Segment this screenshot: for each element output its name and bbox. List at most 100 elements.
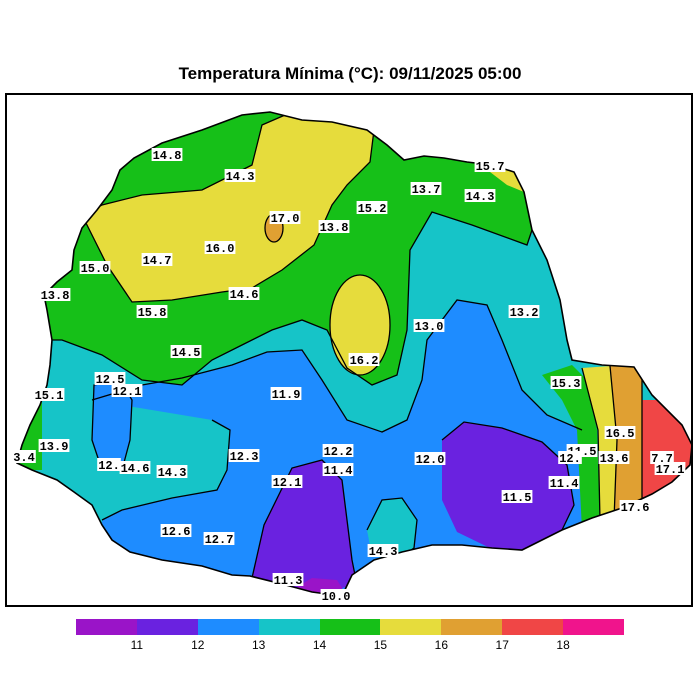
station-value: 13.6 xyxy=(600,452,629,466)
station-label-bg xyxy=(136,305,168,318)
station-value: 11.3 xyxy=(274,574,303,588)
zone-15-16-east xyxy=(582,366,617,520)
station-label-bg xyxy=(228,449,260,462)
legend-ticks: 11 12 13 14 15 16 17 18 xyxy=(76,638,624,654)
legend-swatch xyxy=(76,619,137,635)
station-value: 14.3 xyxy=(158,466,187,480)
station-value: 17.0 xyxy=(271,212,300,226)
station-value: 17.6 xyxy=(621,501,650,515)
zone-14-15-east xyxy=(542,365,600,530)
station-label-bg xyxy=(598,451,630,464)
station-value: 16.5 xyxy=(606,427,635,441)
station-value: 15.3 xyxy=(552,377,581,391)
station-value: 13.0 xyxy=(415,320,444,334)
station-label-bg xyxy=(650,451,674,464)
legend-swatch xyxy=(258,619,320,635)
station-label-bg xyxy=(170,345,202,358)
station-label-bg xyxy=(33,388,65,401)
station-value: 12.6 xyxy=(162,525,191,539)
station-value: 14.6 xyxy=(230,288,259,302)
station-value: 12.7 xyxy=(205,533,234,547)
station-value: 13.2 xyxy=(510,306,539,320)
station-label-bg xyxy=(119,461,151,474)
legend-swatch xyxy=(563,619,625,635)
station-value: 15.2 xyxy=(358,202,387,216)
station-value: 12.2 xyxy=(324,445,353,459)
station-value: 11.5 xyxy=(503,491,532,505)
station-value: 15.0 xyxy=(81,262,110,276)
station-label-bg xyxy=(204,241,236,254)
station-label-bg xyxy=(38,439,70,452)
station-value: 12.1 xyxy=(273,476,302,490)
station-label-bg xyxy=(141,253,173,266)
zone-purple-south xyxy=(252,460,357,592)
legend-swatch xyxy=(197,619,259,635)
station-label-bg xyxy=(79,261,111,274)
station-label-bg xyxy=(320,589,352,602)
station-value: 12. xyxy=(98,459,120,473)
station-value: 12.5 xyxy=(96,373,125,387)
station-value: 14.3 xyxy=(369,545,398,559)
station-value: 13.8 xyxy=(320,221,349,235)
station-label-bg xyxy=(318,220,350,233)
station-label-bg xyxy=(356,201,388,214)
station-label-bg xyxy=(272,573,304,586)
station-value: 12.3 xyxy=(230,450,259,464)
legend-tick-label: 11 xyxy=(130,638,144,652)
station-value: 14.8 xyxy=(153,149,182,163)
zone-15-16-center xyxy=(330,275,390,375)
station-label-bg xyxy=(269,211,301,224)
station-label-bg xyxy=(160,524,192,537)
station-label-bg xyxy=(348,353,380,366)
station-value: 3.4 xyxy=(13,451,35,465)
station-label-bg xyxy=(474,159,506,172)
station-label-bg xyxy=(39,288,71,301)
station-value: 13.9 xyxy=(40,440,69,454)
station-value: 16.2 xyxy=(350,354,379,368)
station-value: 12. xyxy=(559,452,581,466)
legend-tick-label: 17 xyxy=(495,638,509,652)
station-label-bg xyxy=(151,148,183,161)
station-label-bg xyxy=(410,182,442,195)
zone-16-17-east xyxy=(610,366,642,520)
station-label-bg xyxy=(619,500,651,513)
station-label-bg xyxy=(224,169,256,182)
station-label-bg xyxy=(558,451,582,464)
station-value: 11.9 xyxy=(272,388,301,402)
station-value: 16.0 xyxy=(206,242,235,256)
station-value: 14.3 xyxy=(226,170,255,184)
station-labels: 14.8 14.3 15.7 13.7 14.3 17.0 15.2 13.8 16.0 14.7… xyxy=(12,148,686,604)
legend-swatch xyxy=(319,619,381,635)
legend-swatch xyxy=(380,619,442,635)
map-title: Temperatura Mínima (°C): 09/11/2025 05:0… xyxy=(178,64,522,83)
station-value: 17.1 xyxy=(656,463,685,477)
station-value: 15.1 xyxy=(35,389,64,403)
station-label-bg xyxy=(654,462,686,475)
station-value: 14.5 xyxy=(172,346,201,360)
station-label-bg xyxy=(97,458,121,471)
station-value: 13.8 xyxy=(41,289,70,303)
legend-tick-label: 14 xyxy=(312,638,327,652)
station-label-bg xyxy=(94,372,126,385)
station-label-bg xyxy=(12,450,36,463)
legend-swatch xyxy=(441,619,503,635)
station-value: 13.7 xyxy=(412,183,441,197)
legend-tick-label: 12 xyxy=(191,638,205,652)
station-label-bg xyxy=(508,305,540,318)
station-value: 12.1 xyxy=(113,385,142,399)
station-value: 14.7 xyxy=(143,254,172,268)
station-value: 14.6 xyxy=(121,462,150,476)
legend-tick-label: 13 xyxy=(251,638,266,652)
legend-tick-label: 16 xyxy=(434,638,449,652)
legend-swatch xyxy=(502,619,564,635)
station-label-bg xyxy=(367,544,399,557)
station-value: 10.0 xyxy=(322,590,351,604)
zone-purple-east xyxy=(442,422,574,550)
station-value: 11.4 xyxy=(550,477,579,491)
legend-swatch xyxy=(136,619,198,635)
legend-tick-label: 18 xyxy=(556,638,570,652)
station-value: 15.7 xyxy=(476,160,505,174)
station-label-bg xyxy=(548,476,580,489)
station-label-bg xyxy=(228,287,260,300)
station-value: 15.8 xyxy=(138,306,167,320)
